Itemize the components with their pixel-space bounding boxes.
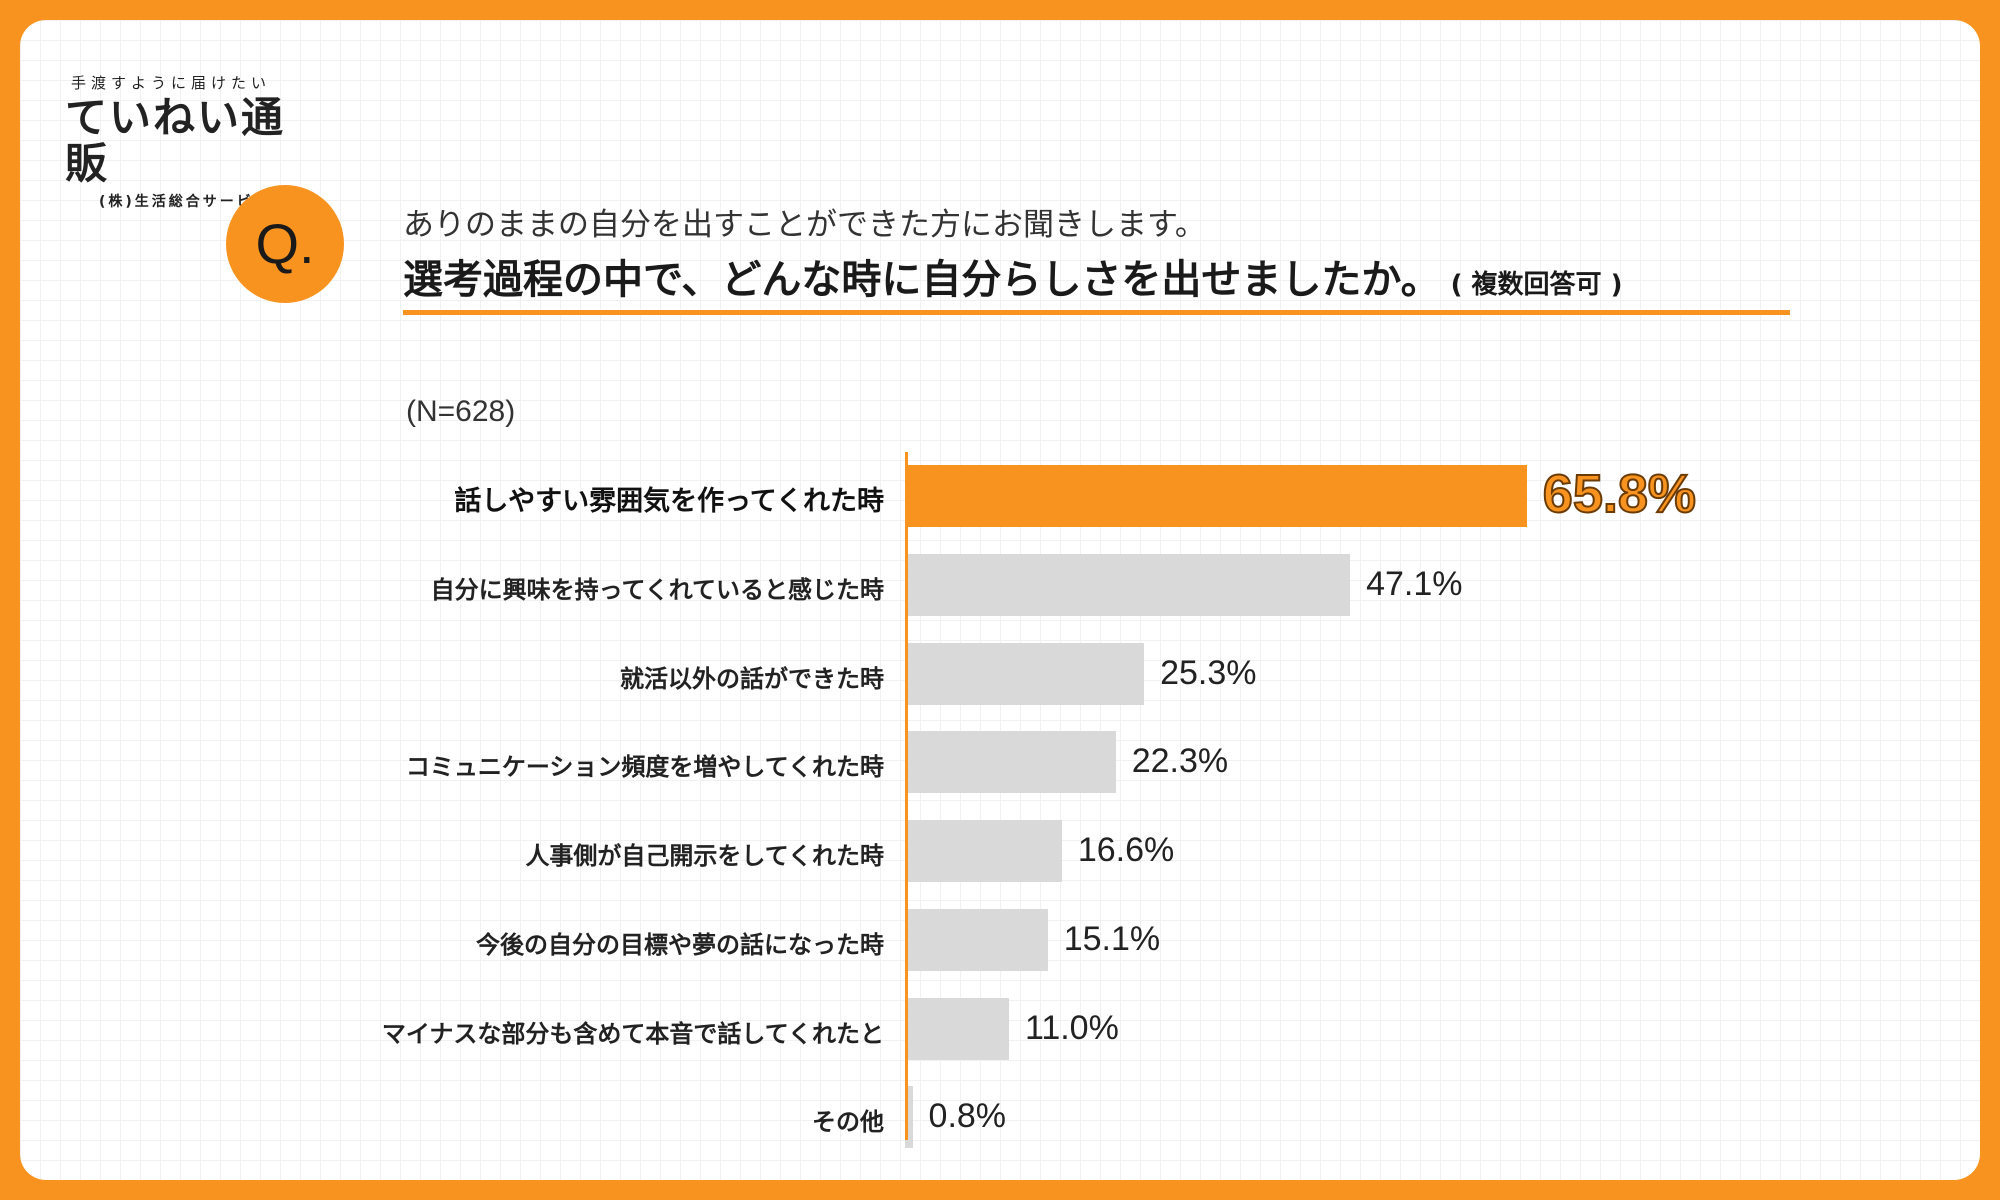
value-label-6: 11.0% — [1024, 1008, 1119, 1047]
title-underline — [403, 310, 1790, 315]
question-note: ( 複数回答可 ) — [1450, 270, 1623, 300]
bar-3 — [905, 731, 1116, 794]
value-label-3: 22.3% — [1131, 742, 1229, 781]
value-label-7: 0.8% — [928, 1097, 1007, 1136]
category-label-4: 人事側が自己開示をしてくれた時 — [525, 842, 884, 871]
category-label-3: コミュニケーション頻度を増やしてくれた時 — [405, 753, 884, 782]
category-label-7: その他 — [812, 1108, 884, 1137]
value-label-5: 15.1% — [1063, 919, 1161, 958]
bar-0 — [905, 465, 1527, 528]
logo-name: ていねい通販 — [65, 93, 286, 189]
value-label-2: 25.3% — [1160, 653, 1257, 692]
category-label-5: 今後の自分の目標や夢の話になった時 — [476, 930, 884, 959]
bar-5 — [905, 908, 1048, 971]
bar-6 — [905, 997, 1009, 1060]
chart-axis-line — [905, 452, 908, 1140]
bar-1 — [905, 554, 1351, 617]
category-label-2: 就活以外の話ができた時 — [620, 664, 884, 693]
category-label-0: 話しやすい雰囲気を作ってくれた時 — [454, 486, 884, 518]
bar-4 — [905, 820, 1062, 883]
value-label-0: 65.8% — [1542, 463, 1697, 525]
category-label-6: マイナスな部分も含めて本音で話してくれたと — [381, 1019, 884, 1048]
sample-size-label: (N=628) — [406, 395, 516, 428]
bar-7 — [905, 1086, 913, 1149]
value-label-4: 16.6% — [1077, 831, 1175, 870]
question-badge: Q. — [226, 185, 344, 303]
chart-card: 手渡すように届けたい ていねい通販 (株)生活総合サービス Q. ありのままの自… — [20, 20, 1980, 1180]
question-title: 選考過程の中で、どんな時に自分らしさを出せましたか。 ( 複数回答可 ) — [403, 247, 1622, 305]
bar-2 — [905, 642, 1145, 705]
brand-logo: 手渡すように届けたい ていねい通販 (株)生活総合サービス — [65, 72, 315, 211]
question-title-text: 選考過程の中で、どんな時に自分らしさを出せましたか。 — [403, 257, 1441, 303]
question-intro: ありのままの自分を出すことができた方にお聞きします。 — [403, 207, 1206, 243]
logo-company: (株)生活総合サービス — [99, 194, 271, 211]
category-label-1: 自分に興味を持ってくれていると感じた時 — [430, 576, 884, 605]
value-label-1: 47.1% — [1366, 565, 1463, 604]
logo-tagline: 手渡すように届けたい — [71, 74, 272, 92]
